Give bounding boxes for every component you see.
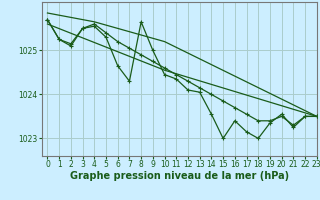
X-axis label: Graphe pression niveau de la mer (hPa): Graphe pression niveau de la mer (hPa) [70,171,289,181]
